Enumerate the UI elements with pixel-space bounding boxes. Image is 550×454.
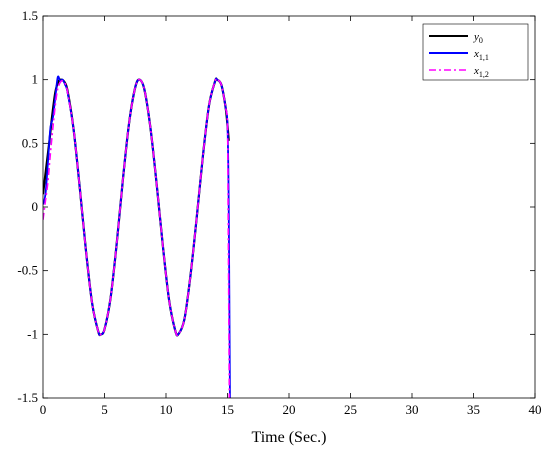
legend-label-sub: 0 (479, 36, 483, 45)
y-tick-label: -1 (27, 326, 38, 341)
y-tick-label: 1.5 (22, 8, 38, 23)
y-tick-label: -0.5 (17, 263, 38, 278)
legend-label-main: y (473, 31, 479, 43)
series-layer (43, 75, 231, 398)
x-tick-label: 30 (406, 402, 419, 417)
x-tick-label: 10 (160, 402, 173, 417)
x-tick-label: 40 (529, 402, 542, 417)
y-tick-label: 1 (32, 72, 39, 87)
y-tick-label: -1.5 (17, 390, 38, 405)
y-tick-label: 0.5 (22, 135, 38, 150)
x-tick-label: 5 (101, 402, 108, 417)
legend-label-sub: 1,1 (479, 53, 489, 62)
legend-label: x1,1 (473, 48, 489, 62)
x-axis-label: Time (Sec.) (252, 429, 327, 446)
x-tick-label: 35 (467, 402, 480, 417)
series-line-x1-2 (43, 77, 231, 398)
x-tick-label: 0 (40, 402, 47, 417)
legend-label: x1,2 (473, 65, 489, 79)
ticks-layer: 0 5 10 15 20 25 30 35 40 1.5 1 0.5 0 -0.5 -1 -1.5 (17, 8, 541, 417)
legend-label-sub: 1,2 (479, 70, 489, 79)
x-tick-label: 15 (221, 402, 234, 417)
x-tick-label: 25 (344, 402, 357, 417)
x-tick-label: 20 (283, 402, 296, 417)
y-tick-label: 0 (32, 199, 39, 214)
legend-label-main: x (473, 48, 479, 60)
legend-label-main: x (473, 65, 479, 77)
legend-label: y0 (473, 31, 483, 45)
